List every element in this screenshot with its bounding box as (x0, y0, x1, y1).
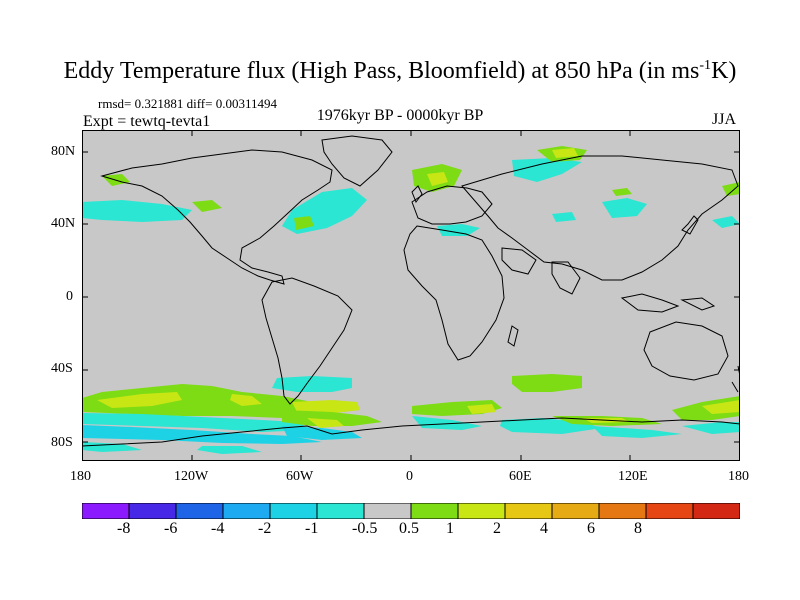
colorbar-label: -4 (211, 520, 225, 537)
lon-label-60e: 60E (509, 469, 532, 484)
colorbar-label: 6 (587, 520, 595, 537)
colorbar-label: -0.5 (352, 520, 378, 537)
colorbar-box (128, 503, 177, 519)
season-label: JJA (712, 111, 737, 128)
colorbar-label: 2 (493, 520, 501, 537)
colorbar-label: 1 (446, 520, 454, 537)
colorbar-box (82, 503, 130, 519)
colorbar-box (410, 503, 459, 519)
map-ticks (82, 130, 740, 461)
colorbar-label: -1 (305, 520, 319, 537)
anomaly-field-north (82, 146, 740, 236)
lon-label-0: 0 (406, 469, 413, 484)
colorbar-label: -6 (164, 520, 178, 537)
chart-title: Eddy Temperature flux (High Pass, Bloomf… (63, 58, 737, 84)
colorbar-box (363, 503, 412, 519)
colorbar-label: -8 (117, 520, 131, 537)
anomaly-field-south (82, 374, 740, 454)
colorbar-box (551, 503, 600, 519)
lon-label-180w: 180 (70, 469, 91, 484)
lon-label-120w: 120W (174, 469, 209, 484)
lat-label-80s: 80S (51, 435, 73, 450)
stats-text: rmsd= 0.321881 diff= 0.00311494 (98, 96, 277, 111)
period-label: 1976kyr BP - 0000kyr BP (316, 107, 484, 124)
lat-label-40n: 40N (51, 216, 76, 231)
colorbar-box (457, 503, 506, 519)
lat-label-80n: 80N (51, 144, 76, 159)
colorbar-box (316, 503, 365, 519)
colorbar-label: -2 (258, 520, 272, 537)
colorbar-box (598, 503, 647, 519)
colorbar-box (175, 503, 224, 519)
colorbar-box (269, 503, 318, 519)
colorbar-label: 0.5 (399, 520, 419, 537)
colorbar-label: 8 (634, 520, 642, 537)
coastlines (82, 135, 740, 447)
colorbar-box (504, 503, 553, 519)
lon-label-180e: 180 (728, 469, 749, 484)
lat-label-40s: 40S (51, 361, 73, 376)
colorbar-label: 4 (540, 520, 548, 537)
lon-label-120e: 120E (618, 469, 648, 484)
colorbar-box (645, 503, 694, 519)
colorbar (82, 503, 740, 519)
experiment-label: Expt = tewtq-tevta1 (83, 113, 211, 130)
colorbar-box (692, 503, 740, 519)
lon-label-60w: 60W (286, 469, 314, 484)
lat-label-0: 0 (66, 289, 73, 304)
map-plot (82, 130, 740, 461)
colorbar-box (222, 503, 271, 519)
